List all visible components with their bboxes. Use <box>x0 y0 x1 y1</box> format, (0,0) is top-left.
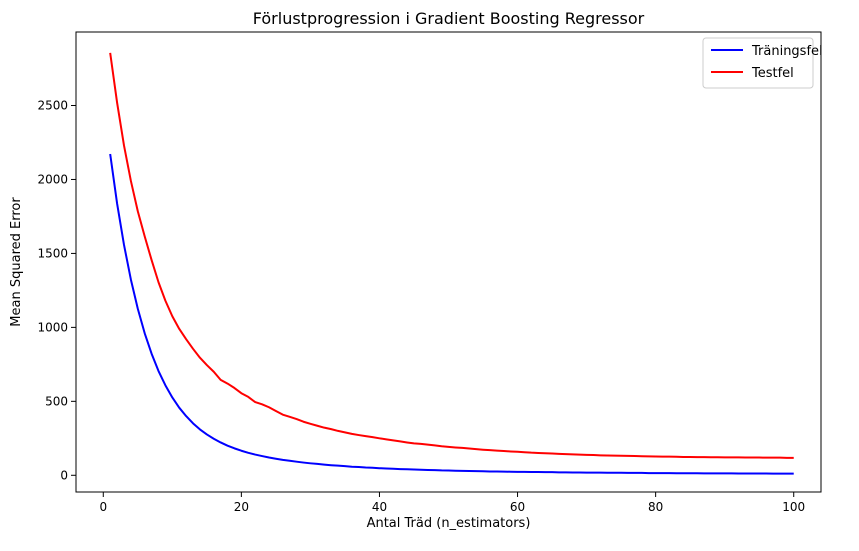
x-tick-label: 80 <box>648 500 663 514</box>
series-line-test <box>109 52 794 459</box>
x-axis-label: Antal Träd (n_estimators) <box>367 516 531 531</box>
legend-label-train: Träningsfel <box>751 44 823 59</box>
x-tick-label: 0 <box>99 500 107 514</box>
plot-frame <box>75 31 822 493</box>
x-tick-label: 40 <box>372 500 387 514</box>
y-tick-label: 500 <box>45 394 68 408</box>
series-line-train <box>109 153 794 475</box>
x-tick-label: 60 <box>510 500 525 514</box>
y-tick-label: 2500 <box>37 99 68 113</box>
y-tick-label: 1000 <box>37 320 68 334</box>
y-tick-label: 0 <box>60 468 68 482</box>
x-axis: 0 20 40 60 80 100 <box>99 492 805 514</box>
plot-area <box>76 32 821 492</box>
y-axis: 0 500 1000 1500 2000 2500 <box>37 99 76 482</box>
legend: Träningsfel Testfel <box>702 37 823 89</box>
x-tick-label: 100 <box>782 500 805 514</box>
x-tick-label: 20 <box>234 500 249 514</box>
chart-title: Förlustprogression i Gradient Boosting R… <box>253 9 645 28</box>
series-layer <box>109 52 794 475</box>
y-axis-label: Mean Squared Error <box>9 197 24 327</box>
y-tick-label: 2000 <box>37 172 68 186</box>
legend-label-test: Testfel <box>751 66 794 81</box>
y-tick-label: 1500 <box>37 246 68 260</box>
